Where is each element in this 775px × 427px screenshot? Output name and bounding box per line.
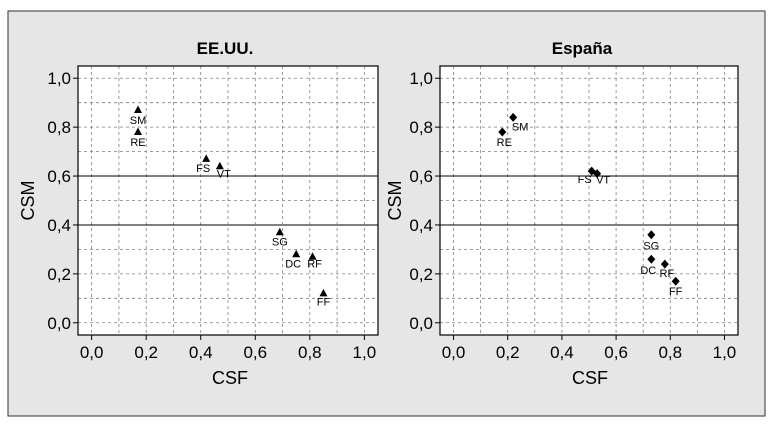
- y-tick-label: 1,0: [409, 69, 433, 88]
- point-label-dc: DC: [640, 265, 656, 277]
- point-label-re: RE: [497, 137, 512, 149]
- y-tick-label: 0,4: [409, 216, 433, 235]
- point-marker-vt: [593, 169, 602, 179]
- x-axis-label: CSF: [212, 368, 248, 388]
- y-tick-label: 0,0: [409, 314, 433, 333]
- point-label-sm: SM: [130, 115, 147, 127]
- point-label-vt: VT: [596, 175, 610, 187]
- x-tick-label: 0,4: [189, 343, 213, 362]
- plot-frame: [439, 65, 739, 336]
- point-marker-re: [498, 127, 507, 137]
- point-label-rf: RF: [660, 268, 675, 280]
- x-tick-label: 0,0: [80, 343, 104, 362]
- x-tick-label: 1,0: [353, 343, 377, 362]
- x-tick-label: 0,6: [604, 343, 628, 362]
- x-axis-label: CSF: [572, 368, 608, 388]
- y-tick-label: 0,6: [47, 167, 71, 186]
- point-label-re: RE: [130, 137, 145, 149]
- chart-title: EE.UU.: [197, 39, 254, 58]
- y-tick-label: 1,0: [47, 69, 71, 88]
- point-marker-sg: [647, 230, 656, 240]
- x-tick-label: 0,6: [243, 343, 267, 362]
- x-tick-label: 0,8: [298, 343, 322, 362]
- point-marker-rf: [308, 252, 317, 260]
- point-label-sm: SM: [512, 121, 529, 133]
- point-marker-sm: [509, 112, 518, 122]
- point-label-sg: SG: [272, 236, 288, 248]
- x-tick-label: 0,8: [658, 343, 682, 362]
- x-tick-label: 0,2: [134, 343, 158, 362]
- point-label-vt: VT: [217, 168, 231, 180]
- point-label-ff: FF: [317, 296, 331, 308]
- y-tick-label: 0,4: [47, 216, 71, 235]
- point-label-dc: DC: [285, 258, 301, 270]
- y-axis-label: CSM: [385, 181, 405, 221]
- plot-frame: [77, 65, 379, 336]
- point-label-fs: FS: [578, 174, 592, 186]
- x-tick-label: 0,4: [550, 343, 574, 362]
- y-tick-label: 0,0: [47, 314, 71, 333]
- x-tick-label: 0,0: [442, 343, 466, 362]
- point-marker-sm: [134, 105, 142, 114]
- y-tick-label: 0,2: [409, 265, 433, 284]
- point-label-sg: SG: [643, 241, 659, 253]
- y-tick-label: 0,6: [409, 167, 433, 186]
- point-marker-ff: [319, 288, 328, 297]
- y-tick-label: 0,8: [47, 118, 71, 137]
- x-tick-label: 0,2: [496, 343, 520, 362]
- x-tick-label: 1,0: [713, 343, 737, 362]
- point-marker-ff: [671, 276, 680, 286]
- point-label-ff: FF: [669, 286, 683, 298]
- y-axis-label: CSM: [18, 181, 38, 221]
- y-tick-label: 0,8: [409, 118, 433, 137]
- point-marker-re: [134, 127, 142, 136]
- point-marker-fs: [202, 154, 211, 162]
- point-marker-sg: [275, 227, 284, 236]
- chart-title: España: [552, 39, 613, 58]
- point-label-fs: FS: [196, 163, 210, 175]
- point-marker-vt: [215, 161, 224, 170]
- y-tick-label: 0,2: [47, 265, 71, 284]
- point-marker-dc: [647, 254, 656, 264]
- point-marker-dc: [292, 249, 301, 258]
- point-marker-rf: [660, 259, 669, 269]
- point-label-rf: RF: [307, 259, 322, 271]
